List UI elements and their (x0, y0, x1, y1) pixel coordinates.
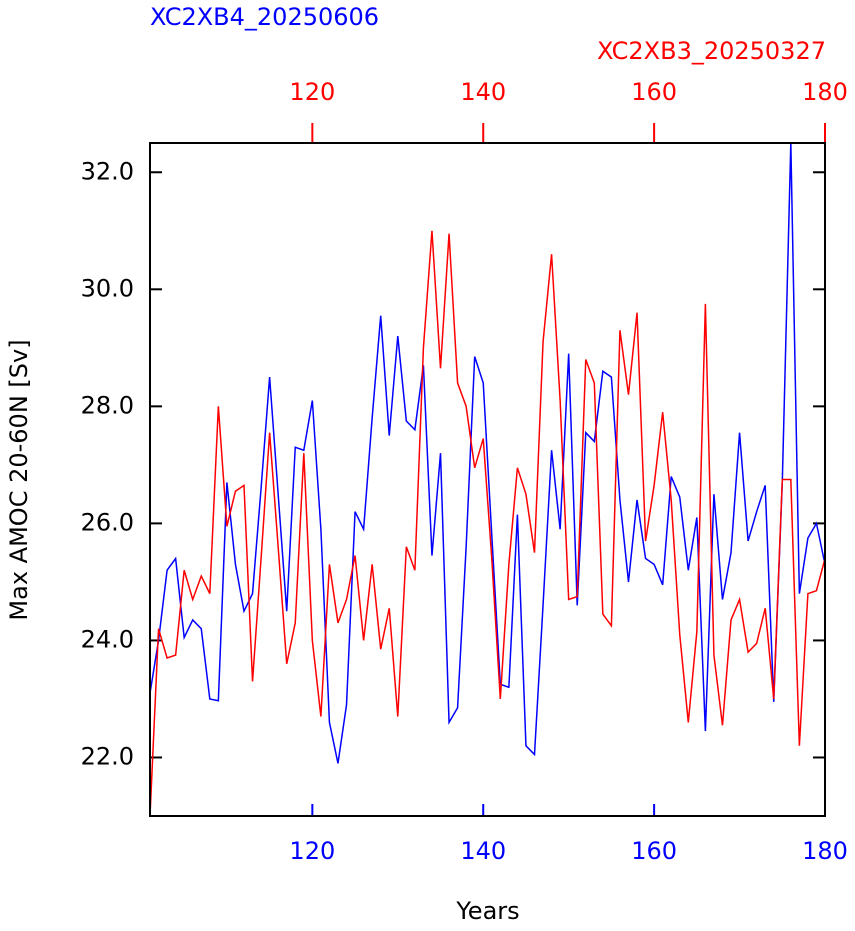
y-tick-label: 32.0 (81, 157, 134, 185)
x-tick-label: 120 (289, 837, 335, 865)
x-axis-title: Years (455, 897, 519, 925)
x2-tick-label: 180 (802, 78, 848, 106)
x2-tick-label: 160 (631, 78, 677, 106)
series-line (149, 230, 826, 817)
series-line (149, 142, 826, 764)
y-tick-label: 24.0 (81, 625, 134, 653)
x-tick-label: 180 (802, 837, 848, 865)
x-tick-label: 140 (460, 837, 506, 865)
series-title-2: XC2XB3_20250327 (597, 37, 826, 65)
x-tick-label: 160 (631, 837, 677, 865)
y-tick-label: 30.0 (81, 274, 134, 302)
x2-tick-label: 140 (460, 78, 506, 106)
x2-tick-label: 120 (289, 78, 335, 106)
plot-frame (149, 142, 826, 817)
series-title-1: XC2XB4_20250606 (150, 3, 379, 31)
y-tick-label: 26.0 (81, 508, 134, 536)
y-axis-title: Max AMOC 20-60N [Sv] (5, 339, 33, 620)
y-tick-label: 28.0 (81, 391, 134, 419)
y-tick-label: 22.0 (81, 742, 134, 770)
